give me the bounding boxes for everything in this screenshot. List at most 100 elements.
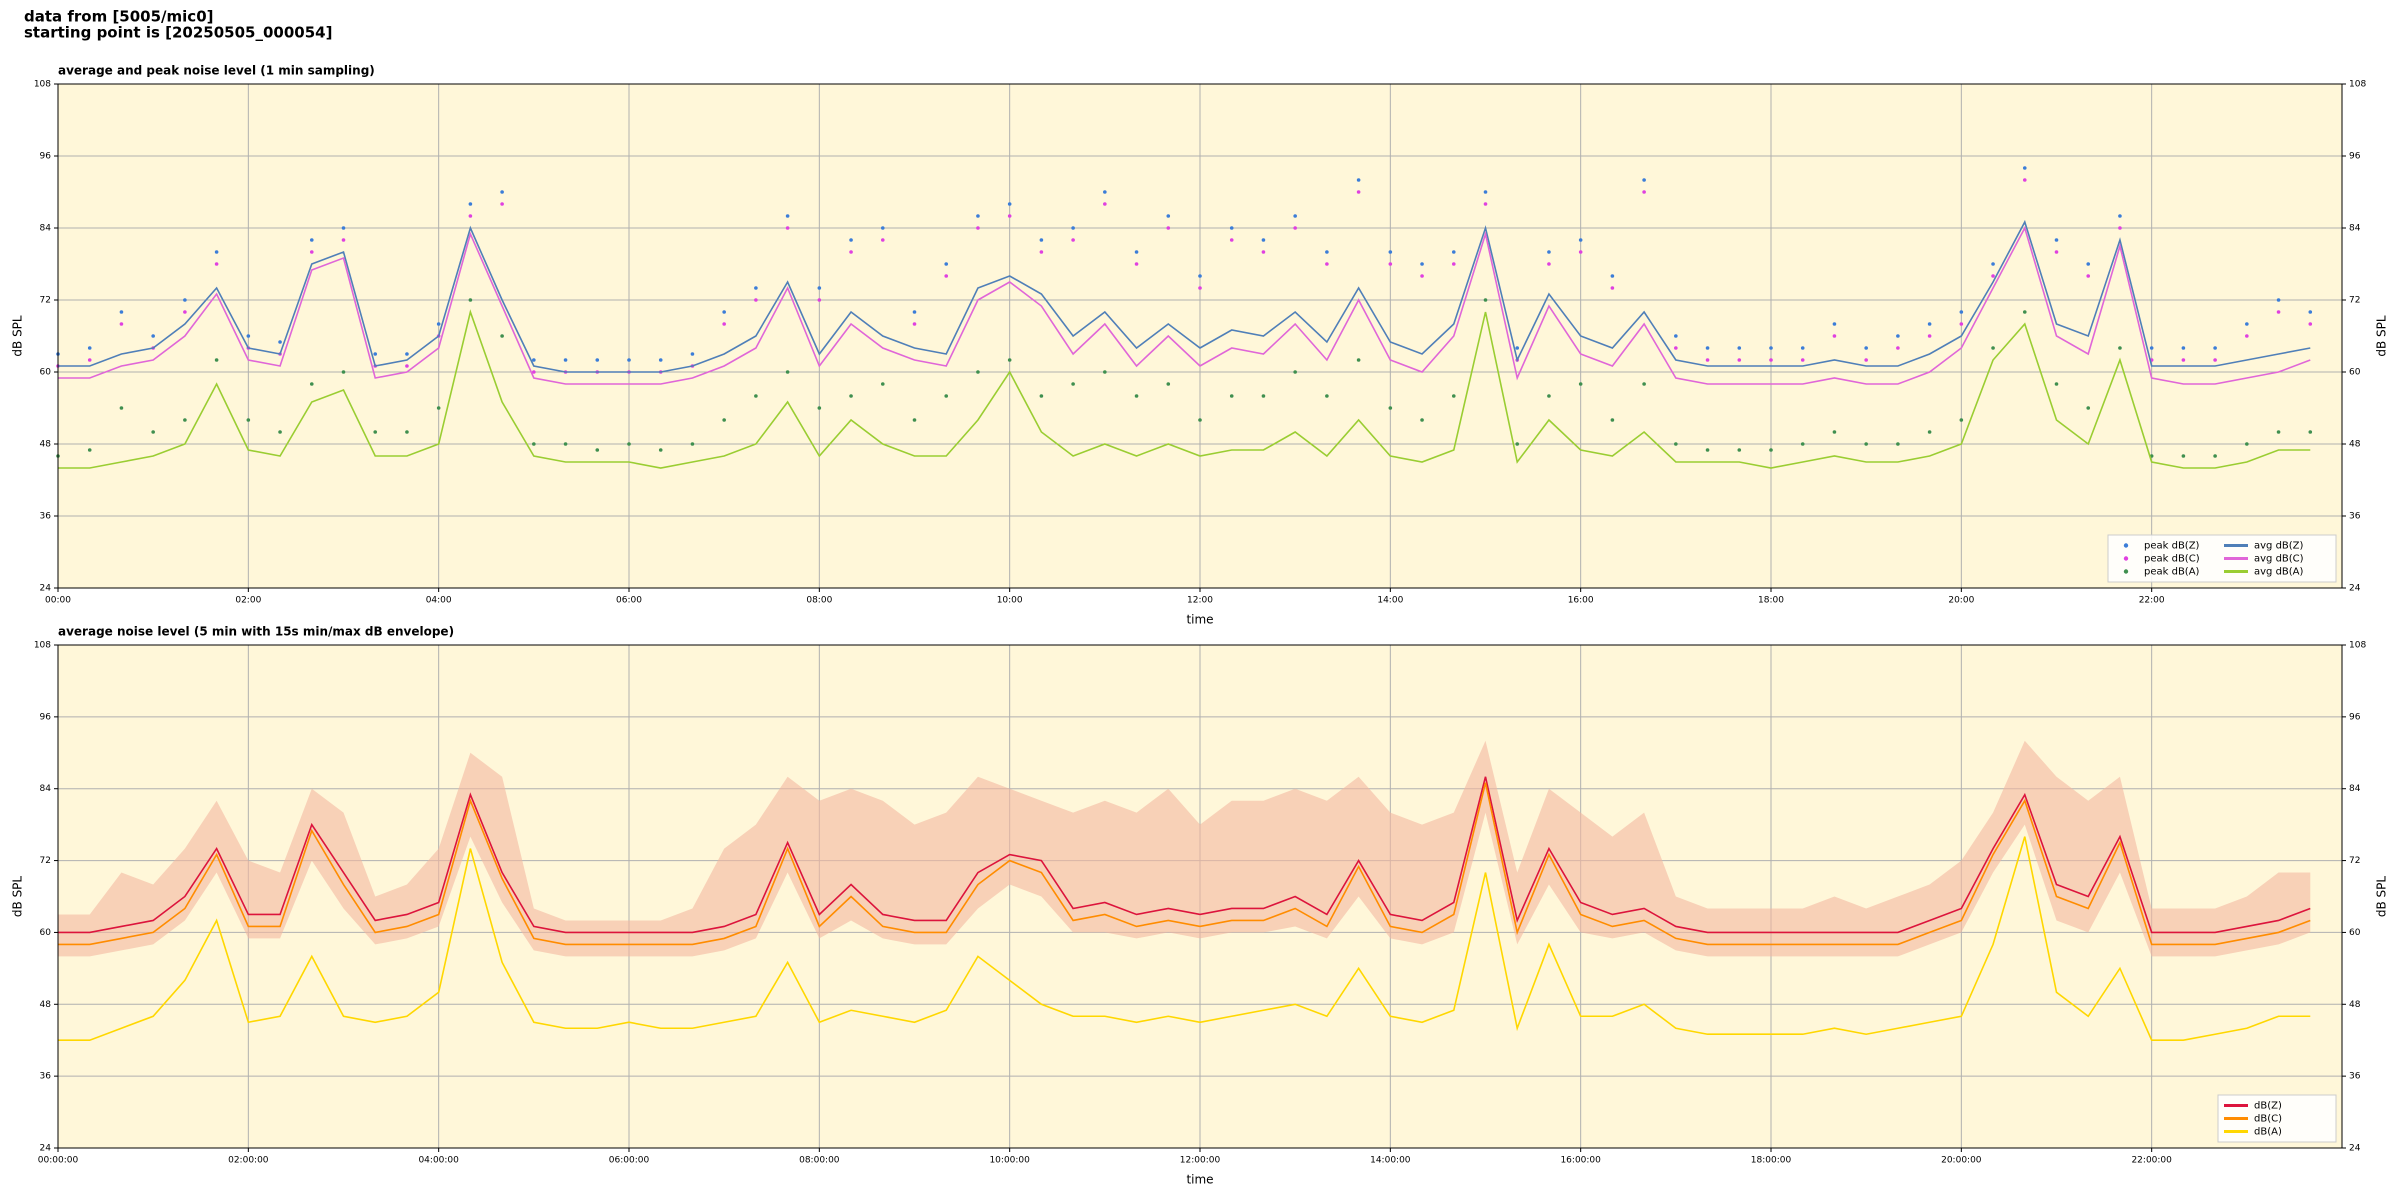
peak-point xyxy=(1578,250,1583,254)
peak-point xyxy=(436,322,441,326)
peak-point xyxy=(2276,430,2281,434)
x-tick-label: 20:00 xyxy=(1948,596,1974,606)
peak-point xyxy=(341,226,346,230)
y2-tick-label: 36 xyxy=(2349,1072,2361,1082)
y2-tick-label: 72 xyxy=(2349,856,2360,866)
peak-point xyxy=(1800,358,1805,362)
peak-point xyxy=(849,250,853,254)
y-tick-label: 36 xyxy=(40,1072,52,1082)
peak-point xyxy=(341,238,346,242)
legend-marker xyxy=(2123,569,2129,574)
peak-point xyxy=(1007,358,1012,362)
peak-point xyxy=(1451,262,1456,266)
peak-point xyxy=(214,358,219,362)
legend-marker xyxy=(2123,543,2129,548)
peak-point xyxy=(151,430,155,434)
peak-point xyxy=(151,334,155,338)
peak-point xyxy=(880,226,885,230)
legend-label: peak dB(Z) xyxy=(2144,541,2200,552)
plot-frame xyxy=(57,83,2343,589)
y2-tick-label: 48 xyxy=(2349,1000,2361,1010)
y-tick-label: 36 xyxy=(40,512,52,522)
peak-point xyxy=(1991,262,1995,266)
header-start: starting point is [20250505_000054] xyxy=(24,24,332,42)
peak-point xyxy=(246,418,251,422)
peak-point xyxy=(2118,346,2122,350)
y-axis-label: dB SPL xyxy=(11,876,25,918)
legend-label: dB(A) xyxy=(2254,1127,2282,1138)
legend-box xyxy=(2107,534,2337,583)
x-tick-label: 08:00:00 xyxy=(799,1156,840,1166)
x-tick-label: 00:00:00 xyxy=(38,1156,79,1166)
x-tick-label: 18:00:00 xyxy=(1751,1156,1792,1166)
x-tick-label: 10:00 xyxy=(997,596,1023,606)
peak-point xyxy=(468,202,473,206)
peak-point xyxy=(1451,394,1456,398)
peak-point xyxy=(1325,262,1329,266)
peak-point xyxy=(1610,418,1615,422)
peak-point xyxy=(2149,346,2154,350)
peak-point xyxy=(373,352,378,356)
y-axis-label: dB SPL xyxy=(11,315,25,357)
peak-point xyxy=(1198,286,1202,290)
peak-point xyxy=(119,310,124,314)
peak-point xyxy=(658,448,663,452)
y-tick-label: 108 xyxy=(34,641,51,651)
peak-point xyxy=(944,394,949,398)
header-source: data from [5005/mic0] xyxy=(24,8,214,26)
peak-point xyxy=(1451,250,1456,254)
peak-point xyxy=(1674,442,1678,446)
series-line xyxy=(58,782,2311,946)
peak-point xyxy=(183,310,187,314)
peak-point xyxy=(2181,358,2186,362)
y2-tick-label: 60 xyxy=(2349,368,2361,378)
x-axis-label: time xyxy=(1186,1173,1213,1187)
peak-point xyxy=(183,418,187,422)
peak-point xyxy=(405,364,409,368)
x-tick-label: 04:00 xyxy=(426,596,452,606)
peak-point xyxy=(1864,346,1868,350)
peak-point xyxy=(1134,394,1139,398)
peak-point xyxy=(214,250,219,254)
peak-point xyxy=(2054,238,2059,242)
peak-point xyxy=(1134,262,1139,266)
peak-point xyxy=(1578,382,1583,386)
peak-point xyxy=(2022,166,2027,170)
y2-tick-label: 96 xyxy=(2349,712,2361,722)
peak-point xyxy=(1896,442,1900,446)
y2-tick-label: 60 xyxy=(2349,928,2361,938)
peak-point xyxy=(1039,394,1044,398)
peak-point xyxy=(1261,394,1266,398)
x-tick-label: 06:00:00 xyxy=(609,1156,650,1166)
peak-point xyxy=(912,418,917,422)
y-tick-label: 72 xyxy=(40,296,51,306)
peak-point xyxy=(1927,322,1932,326)
x-tick-label: 16:00:00 xyxy=(1560,1156,1601,1166)
peak-point xyxy=(1959,418,1964,422)
peak-point xyxy=(1198,274,1202,278)
peak-point xyxy=(1991,274,1995,278)
peak-point xyxy=(1071,238,1075,242)
y-tick-label: 48 xyxy=(40,1000,52,1010)
peak-point xyxy=(1991,346,1995,350)
peak-point xyxy=(1007,202,1012,206)
x-tick-label: 04:00:00 xyxy=(418,1156,459,1166)
peak-point xyxy=(1166,226,1171,230)
peak-point xyxy=(1674,334,1678,338)
peak-point xyxy=(1737,358,1742,362)
peak-point xyxy=(1800,346,1805,350)
peak-point xyxy=(1927,334,1932,338)
legend-label: peak dB(C) xyxy=(2144,554,2200,565)
peak-point xyxy=(2245,442,2249,446)
peak-point xyxy=(532,370,536,374)
x-tick-label: 22:00:00 xyxy=(2131,1156,2172,1166)
peak-point xyxy=(1610,286,1615,290)
peak-point xyxy=(1071,382,1075,386)
peak-point xyxy=(1610,274,1615,278)
peak-point xyxy=(849,238,853,242)
series-line xyxy=(58,225,2311,385)
peak-point xyxy=(627,442,631,446)
peak-point xyxy=(532,358,536,362)
peak-point xyxy=(468,298,473,302)
peak-point xyxy=(1198,418,1202,422)
